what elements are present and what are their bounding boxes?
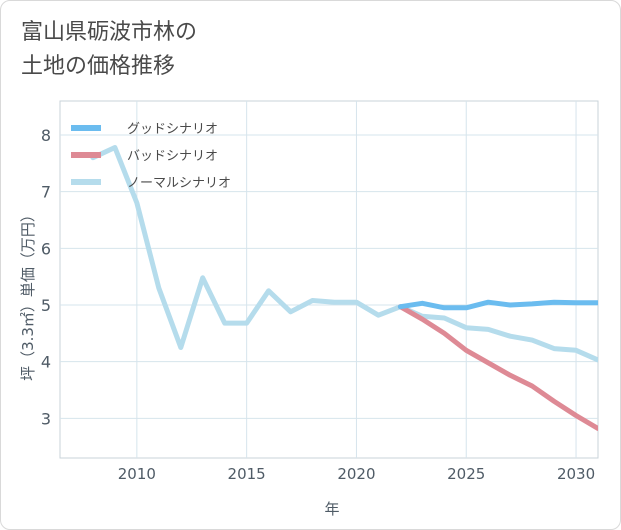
legend-label-0: グッドシナリオ	[127, 122, 218, 137]
series-line-0	[397, 299, 598, 311]
y-axis: 3 4 5 6 7 8	[41, 126, 51, 428]
x-tick-label-2010: 2010	[118, 465, 156, 483]
series-line-2	[90, 145, 598, 363]
legend-label-2: ノーマルシナリオ	[127, 176, 231, 191]
legend-label-1: バッドシナリオ	[127, 149, 218, 164]
y-tick-label-4: 4	[41, 353, 51, 372]
chart-title-line-2: 土地の価格推移	[21, 54, 176, 79]
y-tick-label-3: 3	[41, 409, 51, 428]
x-tick-label-2015: 2015	[228, 465, 266, 483]
y-tick-label-5: 5	[41, 296, 51, 315]
x-axis: 2010 2015 2020 2025 2030	[118, 465, 595, 483]
chart-title: 富山県砺波市林の 土地の価格推移	[21, 16, 197, 84]
x-axis-title: 年	[324, 500, 339, 518]
series-layer	[90, 145, 598, 431]
plot-area	[59, 100, 599, 459]
x-tick-label-2030: 2030	[557, 465, 595, 483]
y-tick-label-7: 7	[41, 183, 51, 202]
series-line-1	[397, 304, 598, 431]
x-tick-label-2025: 2025	[447, 465, 485, 483]
y-tick-label-6: 6	[41, 239, 51, 258]
chart-title-line-1: 富山県砺波市林の	[21, 20, 198, 45]
y-axis-title: 坪（3.3㎡）単価（万円）	[19, 207, 37, 381]
y-tick-label-8: 8	[41, 126, 51, 145]
x-tick-label-2020: 2020	[337, 465, 375, 483]
